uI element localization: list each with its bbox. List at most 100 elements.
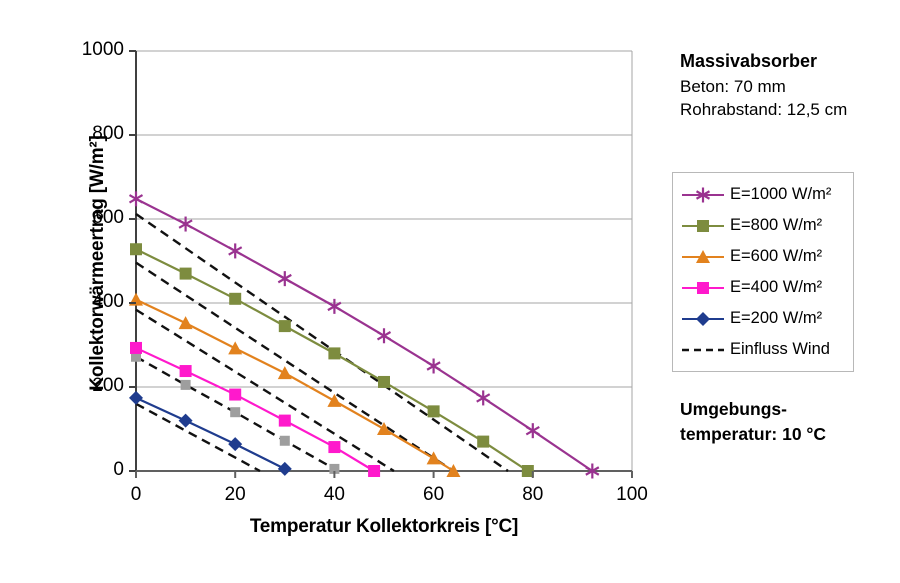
data-point-diamond — [178, 413, 193, 428]
side-panel: Massivabsorber Beton: 70 mm Rohrabstand:… — [650, 0, 900, 583]
data-point-asterisk — [476, 390, 491, 406]
data-point-square — [130, 243, 142, 256]
legend-swatch-asterisk-icon — [681, 185, 725, 205]
marker-triangle — [228, 341, 243, 355]
marker-square-gray — [329, 463, 340, 474]
marker-square — [278, 320, 291, 333]
data-point-asterisk — [426, 358, 441, 374]
legend-item-5[interactable]: Einfluss Wind — [673, 334, 853, 365]
marker-diamond — [277, 461, 292, 476]
data-point-triangle — [327, 393, 342, 407]
series-line-e-600-w-m- — [135, 298, 455, 472]
plot-frame — [135, 50, 633, 472]
legend-swatch-dashed-icon — [681, 340, 725, 360]
data-point-diamond — [696, 311, 710, 326]
marker-square — [328, 441, 341, 454]
marker-square-gray — [131, 351, 141, 362]
data-point-triangle — [277, 366, 292, 380]
annotation-header: Massivabsorber Beton: 70 mm Rohrabstand:… — [680, 50, 900, 121]
marker-square — [328, 347, 341, 360]
legend-marker-icon — [682, 281, 724, 294]
legend-label-5: Einfluss Wind — [730, 340, 830, 358]
legend-marker-icon — [682, 249, 724, 263]
data-point-asterisk — [376, 328, 392, 344]
data-point-asterisk — [695, 187, 711, 202]
marker-asterisk-stroke — [376, 331, 392, 341]
marker-triangle — [327, 393, 342, 407]
data-point-square — [521, 465, 534, 477]
marker-asterisk-stroke — [426, 361, 441, 371]
series-line-einfluss-wind-e-800 — [135, 261, 455, 473]
x-tick-label-60: 60 — [423, 484, 445, 505]
series-line-e-400-w-m- — [135, 346, 375, 472]
marker-square — [130, 243, 142, 256]
marker-square-gray — [230, 407, 241, 418]
data-point-gray-square — [230, 407, 241, 418]
marker-diamond — [129, 390, 143, 405]
legend-marker-icon — [682, 348, 724, 351]
y-axis-title: Kollektorwärmeertrag [W/m²] — [87, 135, 108, 391]
x-tick-label-0: 0 — [130, 484, 142, 505]
annotation-title: Massivabsorber — [680, 51, 818, 71]
data-point-square — [179, 365, 192, 378]
marker-asterisk-stroke — [525, 425, 540, 436]
legend-marker-icon — [682, 187, 724, 202]
y-tick-label-200: 200 — [92, 375, 124, 396]
data-point-square — [179, 267, 192, 280]
marker-triangle — [277, 366, 292, 380]
marker-asterisk-stroke — [178, 219, 193, 229]
data-point-square — [278, 414, 291, 427]
data-point-square — [328, 441, 341, 454]
series-line-einfluss-wind-e-1000 — [135, 212, 509, 472]
data-point-diamond — [277, 461, 292, 476]
series-line-e-1000-w-m- — [135, 197, 593, 472]
data-point-asterisk — [525, 423, 540, 439]
data-point-gray-square — [180, 379, 191, 390]
data-point-triangle — [446, 464, 461, 477]
marker-asterisk-stroke — [277, 273, 292, 284]
data-point-asterisk — [585, 463, 600, 479]
x-tick-label-80: 80 — [522, 484, 544, 505]
marker-square — [179, 267, 192, 280]
data-point-square — [229, 388, 242, 401]
marker-square — [368, 465, 381, 477]
marker-square — [278, 414, 291, 427]
data-point-square — [427, 405, 440, 418]
ambient-temperature-label-line2: temperatur: 10 °C — [680, 424, 827, 444]
legend-swatch-diamond-icon — [681, 309, 725, 329]
marker-asterisk-stroke — [228, 246, 243, 256]
data-point-square — [278, 320, 291, 333]
legend-label-0: E=1000 W/m² — [730, 185, 832, 203]
data-point-diamond — [228, 437, 243, 452]
series-layer — [128, 191, 600, 479]
marker-square — [229, 388, 242, 401]
legend-marker-icon — [682, 311, 724, 326]
marker-triangle — [377, 422, 391, 435]
data-point-diamond — [129, 390, 143, 405]
marker-square — [697, 281, 709, 294]
x-axis-title: Temperatur Kollektorkreis [°C] — [249, 516, 519, 537]
legend-item-4[interactable]: E=200 W/m² — [673, 303, 853, 334]
marker-square — [378, 375, 390, 388]
data-point-asterisk — [327, 298, 342, 314]
series-line-einfluss-wind-e-600 — [135, 308, 395, 473]
y-tick-label-400: 400 — [92, 291, 124, 312]
marker-triangle — [426, 451, 441, 465]
x-tick-label-40: 40 — [323, 484, 345, 505]
marker-square — [229, 292, 242, 305]
legend-item-2[interactable]: E=600 W/m² — [673, 241, 853, 272]
y-tick-label-800: 800 — [92, 123, 124, 144]
data-point-square — [130, 341, 142, 354]
series-line-e-800-w-m- — [135, 248, 529, 472]
marker-square-gray — [279, 435, 290, 446]
data-point-square — [697, 281, 709, 294]
data-point-asterisk — [228, 243, 243, 259]
legend-item-3[interactable]: E=400 W/m² — [673, 272, 853, 303]
data-point-triangle — [426, 451, 441, 465]
legend-item-0[interactable]: E=1000 W/m² — [673, 179, 853, 210]
marker-asterisk-stroke — [128, 194, 144, 204]
marker-square — [427, 405, 440, 418]
y-tick-label-0: 0 — [113, 459, 124, 480]
legend-item-1[interactable]: E=800 W/m² — [673, 210, 853, 241]
ambient-temperature-label-line1: Umgebungs- — [680, 399, 787, 419]
